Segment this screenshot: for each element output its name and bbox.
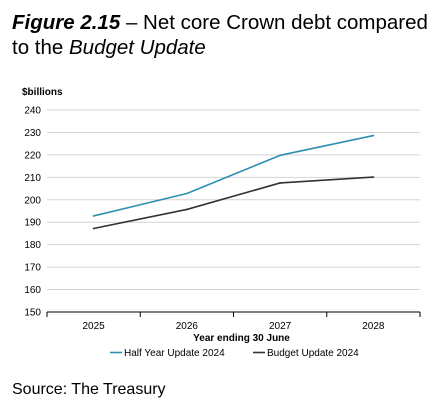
figure-title-emphasis: Budget Update bbox=[69, 36, 206, 59]
y-axis-label: $billions bbox=[22, 87, 63, 98]
data-point-1 bbox=[279, 182, 282, 184]
x-axis-label: Year ending 30 June bbox=[193, 333, 290, 344]
y-tick-label: 210 bbox=[24, 173, 41, 184]
y-tick-label: 240 bbox=[24, 106, 41, 117]
y-tick-label: 160 bbox=[24, 285, 41, 296]
data-point-0 bbox=[92, 215, 95, 217]
y-tick-label: 200 bbox=[24, 195, 41, 206]
y-tick-label: 150 bbox=[24, 308, 41, 319]
data-point-1 bbox=[185, 208, 188, 211]
y-tick-label: 190 bbox=[24, 218, 41, 229]
figure-title: Figure 2.15 – Net core Crown debt compar… bbox=[12, 10, 442, 60]
data-point-0 bbox=[372, 134, 375, 137]
legend-label-1: Budget Update 2024 bbox=[267, 348, 359, 359]
data-point-1 bbox=[92, 227, 95, 230]
data-point-1 bbox=[372, 176, 375, 179]
figure-label: Figure 2.15 bbox=[12, 11, 121, 34]
data-point-0 bbox=[185, 192, 188, 195]
series-line-0 bbox=[93, 134, 374, 217]
legend-label-0: Half Year Update 2024 bbox=[124, 348, 225, 359]
source-note: Source: The Treasury bbox=[12, 381, 166, 398]
y-tick-label: 230 bbox=[24, 128, 41, 139]
x-tick-label: 2025 bbox=[83, 321, 106, 332]
x-tick-label: 2027 bbox=[269, 321, 292, 332]
y-tick-label: 220 bbox=[24, 150, 41, 161]
y-tick-label: 180 bbox=[24, 240, 41, 251]
y-tick-label: 170 bbox=[24, 263, 41, 274]
x-tick-label: 2028 bbox=[362, 321, 385, 332]
data-point-0 bbox=[279, 154, 282, 157]
x-tick-label: 2026 bbox=[176, 321, 199, 332]
series-line-1 bbox=[93, 176, 374, 230]
figure-title-text: – Net core Crown debt compared to the bbox=[12, 11, 428, 59]
